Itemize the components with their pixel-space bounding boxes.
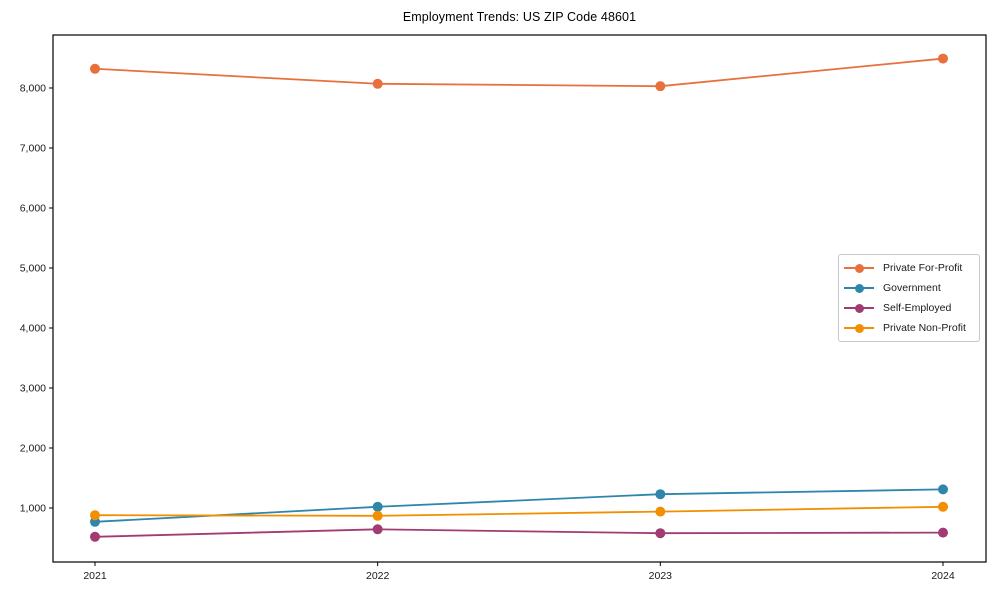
chart-title: Employment Trends: US ZIP Code 48601 xyxy=(402,10,637,24)
legend-dot xyxy=(854,263,864,273)
legend-label: Government xyxy=(883,282,941,294)
x-tick-label: 2021 xyxy=(83,570,107,582)
x-tick-label: 2022 xyxy=(366,570,390,582)
legend-label: Private For-Profit xyxy=(883,262,963,274)
y-tick-label: 8,000 xyxy=(20,82,46,94)
y-tick-label: 1,000 xyxy=(20,502,46,514)
data-point-marker xyxy=(90,63,100,74)
plot-frame xyxy=(52,34,987,563)
legend-label: Private Non-Profit xyxy=(883,322,966,334)
x-tick-label: 2023 xyxy=(649,570,673,582)
legend-line-marker-icon xyxy=(844,303,874,313)
y-tick-label: 7,000 xyxy=(20,142,46,154)
x-tick-label: 2024 xyxy=(931,570,955,582)
data-point-marker xyxy=(90,510,100,521)
legend-line-marker-icon xyxy=(844,323,874,333)
data-point-marker xyxy=(938,53,948,64)
data-point-marker xyxy=(372,524,383,535)
legend-dot xyxy=(854,283,864,293)
y-tick-label: 4,000 xyxy=(20,322,46,334)
y-tick-label: 3,000 xyxy=(20,382,46,394)
y-tick-label: 6,000 xyxy=(20,202,46,214)
legend: Private For-Profit Government Self-Employe… xyxy=(838,254,980,342)
data-point-marker xyxy=(90,531,100,542)
legend-line-marker-icon xyxy=(844,263,874,273)
data-point-marker xyxy=(655,506,666,517)
legend-item-government: Government xyxy=(844,279,975,297)
data-point-marker xyxy=(938,501,948,512)
series-line-government xyxy=(94,488,944,523)
data-point-marker xyxy=(938,527,948,538)
legend-line-marker-icon xyxy=(844,283,874,293)
y-tick-label: 5,000 xyxy=(20,262,46,274)
series-line-private-for-profit xyxy=(94,57,944,88)
legend-label: Self-Employed xyxy=(883,302,952,314)
data-point-marker xyxy=(938,484,948,495)
data-point-marker xyxy=(655,81,666,92)
series-line-self-employed xyxy=(94,528,944,538)
data-point-marker xyxy=(655,489,666,500)
legend-item-self-employed: Self-Employed xyxy=(844,299,975,317)
legend-item-private-non-profit: Private Non-Profit xyxy=(844,319,975,337)
legend-item-private-for-profit: Private For-Profit xyxy=(844,259,975,277)
data-point-marker xyxy=(372,501,383,512)
legend-dot xyxy=(854,303,864,313)
data-point-marker xyxy=(372,78,383,89)
legend-dot xyxy=(854,323,864,333)
data-point-marker xyxy=(372,510,383,521)
series-line-private-non-profit xyxy=(94,505,944,517)
data-point-marker xyxy=(655,528,666,539)
y-tick-label: 2,000 xyxy=(20,442,46,454)
